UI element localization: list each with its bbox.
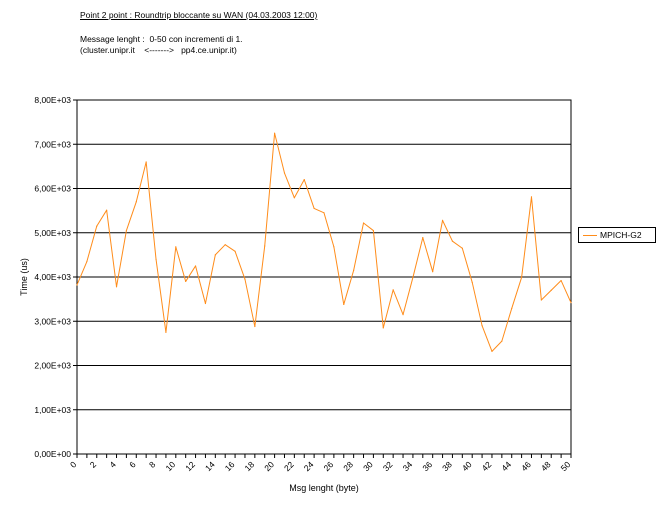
data-point [244, 278, 246, 280]
y-tick-label: 6,00E+03 [34, 184, 71, 194]
x-tick-label: 38 [440, 459, 454, 473]
gridlines [77, 143, 571, 411]
data-point [204, 302, 207, 305]
data-point [293, 197, 295, 199]
data-point [303, 179, 305, 181]
x-tick-label: 42 [480, 459, 494, 473]
data-point [264, 245, 266, 247]
data-point [471, 281, 473, 283]
data-point [224, 244, 226, 246]
x-tick-label: 28 [341, 459, 355, 473]
x-tick-label: 4 [108, 459, 119, 470]
x-tick-label: 18 [242, 459, 256, 473]
x-tick-label: 22 [282, 459, 296, 473]
data-point [165, 331, 167, 333]
data-point [412, 276, 414, 279]
data-point [362, 222, 365, 224]
data-point [135, 201, 137, 203]
data-point [570, 302, 572, 304]
data-point [185, 280, 187, 283]
y-tick-label: 0,00E+00 [34, 449, 71, 459]
data-point [313, 207, 315, 210]
x-tick-label: 8 [147, 459, 158, 470]
x-tick-label: 2 [88, 459, 99, 470]
data-point [441, 219, 444, 221]
legend: MPICH-G2 [578, 227, 656, 243]
y-tick-label: 5,00E+03 [34, 228, 71, 238]
x-tick-label: 0 [68, 459, 79, 470]
data-point [175, 246, 177, 248]
y-tick-label: 2,00E+03 [34, 361, 71, 371]
y-axis-label: Time (us) [19, 258, 29, 296]
x-tick-label: 24 [302, 459, 316, 473]
data-point [76, 284, 78, 286]
data-point [540, 299, 542, 301]
x-tick-label: 12 [183, 459, 197, 473]
data-point [392, 289, 394, 291]
data-point [283, 172, 286, 174]
data-point [491, 350, 493, 352]
data-point [560, 279, 562, 282]
data-point [214, 254, 216, 256]
y-tick-label: 3,00E+03 [34, 316, 71, 326]
legend-series-swatch [583, 235, 597, 236]
data-point [333, 246, 335, 248]
data-point [372, 229, 374, 232]
x-tick-label: 36 [420, 459, 434, 473]
x-tick-label: 14 [203, 459, 217, 473]
data-point [343, 303, 345, 306]
y-tick-label: 1,00E+03 [34, 405, 71, 415]
y-tick-label: 7,00E+03 [34, 139, 71, 149]
data-point [382, 327, 384, 329]
x-tick-label: 6 [127, 459, 138, 470]
x-axis: 0 2 4 6 8 10 12 14 16 18 20 22 24 26 28 30 32 34 36 38 40 42 4… [68, 454, 573, 473]
data-point [234, 250, 236, 252]
chart-subtitle-line-1: Message lenght : 0-50 con incrementi di … [80, 34, 243, 44]
data-point [194, 265, 197, 267]
x-tick-label: 34 [401, 459, 415, 473]
data-point [115, 286, 118, 288]
data-point [451, 240, 454, 242]
data-point [145, 161, 147, 163]
x-axis-label: Msg lenght (byte) [289, 483, 359, 493]
data-point [511, 307, 513, 310]
x-tick-label: 50 [559, 459, 573, 473]
data-point [96, 225, 98, 227]
x-tick-label: 48 [539, 459, 553, 473]
x-tick-label: 10 [163, 459, 177, 473]
data-point [155, 258, 157, 260]
data-point [274, 132, 276, 134]
legend-series-label: MPICH-G2 [600, 230, 642, 240]
x-tick-label: 26 [322, 459, 336, 473]
x-tick-label: 20 [262, 459, 276, 473]
data-point [461, 247, 463, 249]
data-point [481, 325, 483, 327]
x-tick-label: 16 [223, 459, 237, 473]
data-point [422, 237, 424, 239]
series-layer [76, 132, 572, 352]
data-point [432, 271, 434, 273]
data-point [106, 209, 108, 211]
y-tick-label: 4,00E+03 [34, 272, 71, 282]
x-tick-label: 30 [361, 459, 375, 473]
y-axis: 0,00E+00 1,00E+03 2,00E+03 3,00E+03 4,00E+03… [34, 95, 77, 459]
data-point [402, 314, 404, 316]
chart-subtitle-line-2: (cluster.unipr.it <-------> pp4.ce.unipr… [80, 45, 237, 55]
data-point [530, 196, 533, 198]
data-point [323, 212, 325, 214]
data-point [86, 260, 88, 263]
data-point [501, 340, 503, 342]
x-tick-label: 32 [381, 459, 395, 473]
data-point [254, 325, 256, 328]
x-tick-label: 40 [460, 459, 474, 473]
chart-title: Point 2 point : Roundtrip bloccante su W… [80, 10, 318, 20]
y-tick-label: 8,00E+03 [34, 95, 71, 105]
x-tick-label: 44 [499, 459, 513, 473]
data-point [521, 276, 523, 279]
data-point [353, 269, 355, 271]
x-tick-label: 46 [519, 459, 533, 473]
data-point [550, 289, 552, 291]
data-point [125, 229, 127, 232]
